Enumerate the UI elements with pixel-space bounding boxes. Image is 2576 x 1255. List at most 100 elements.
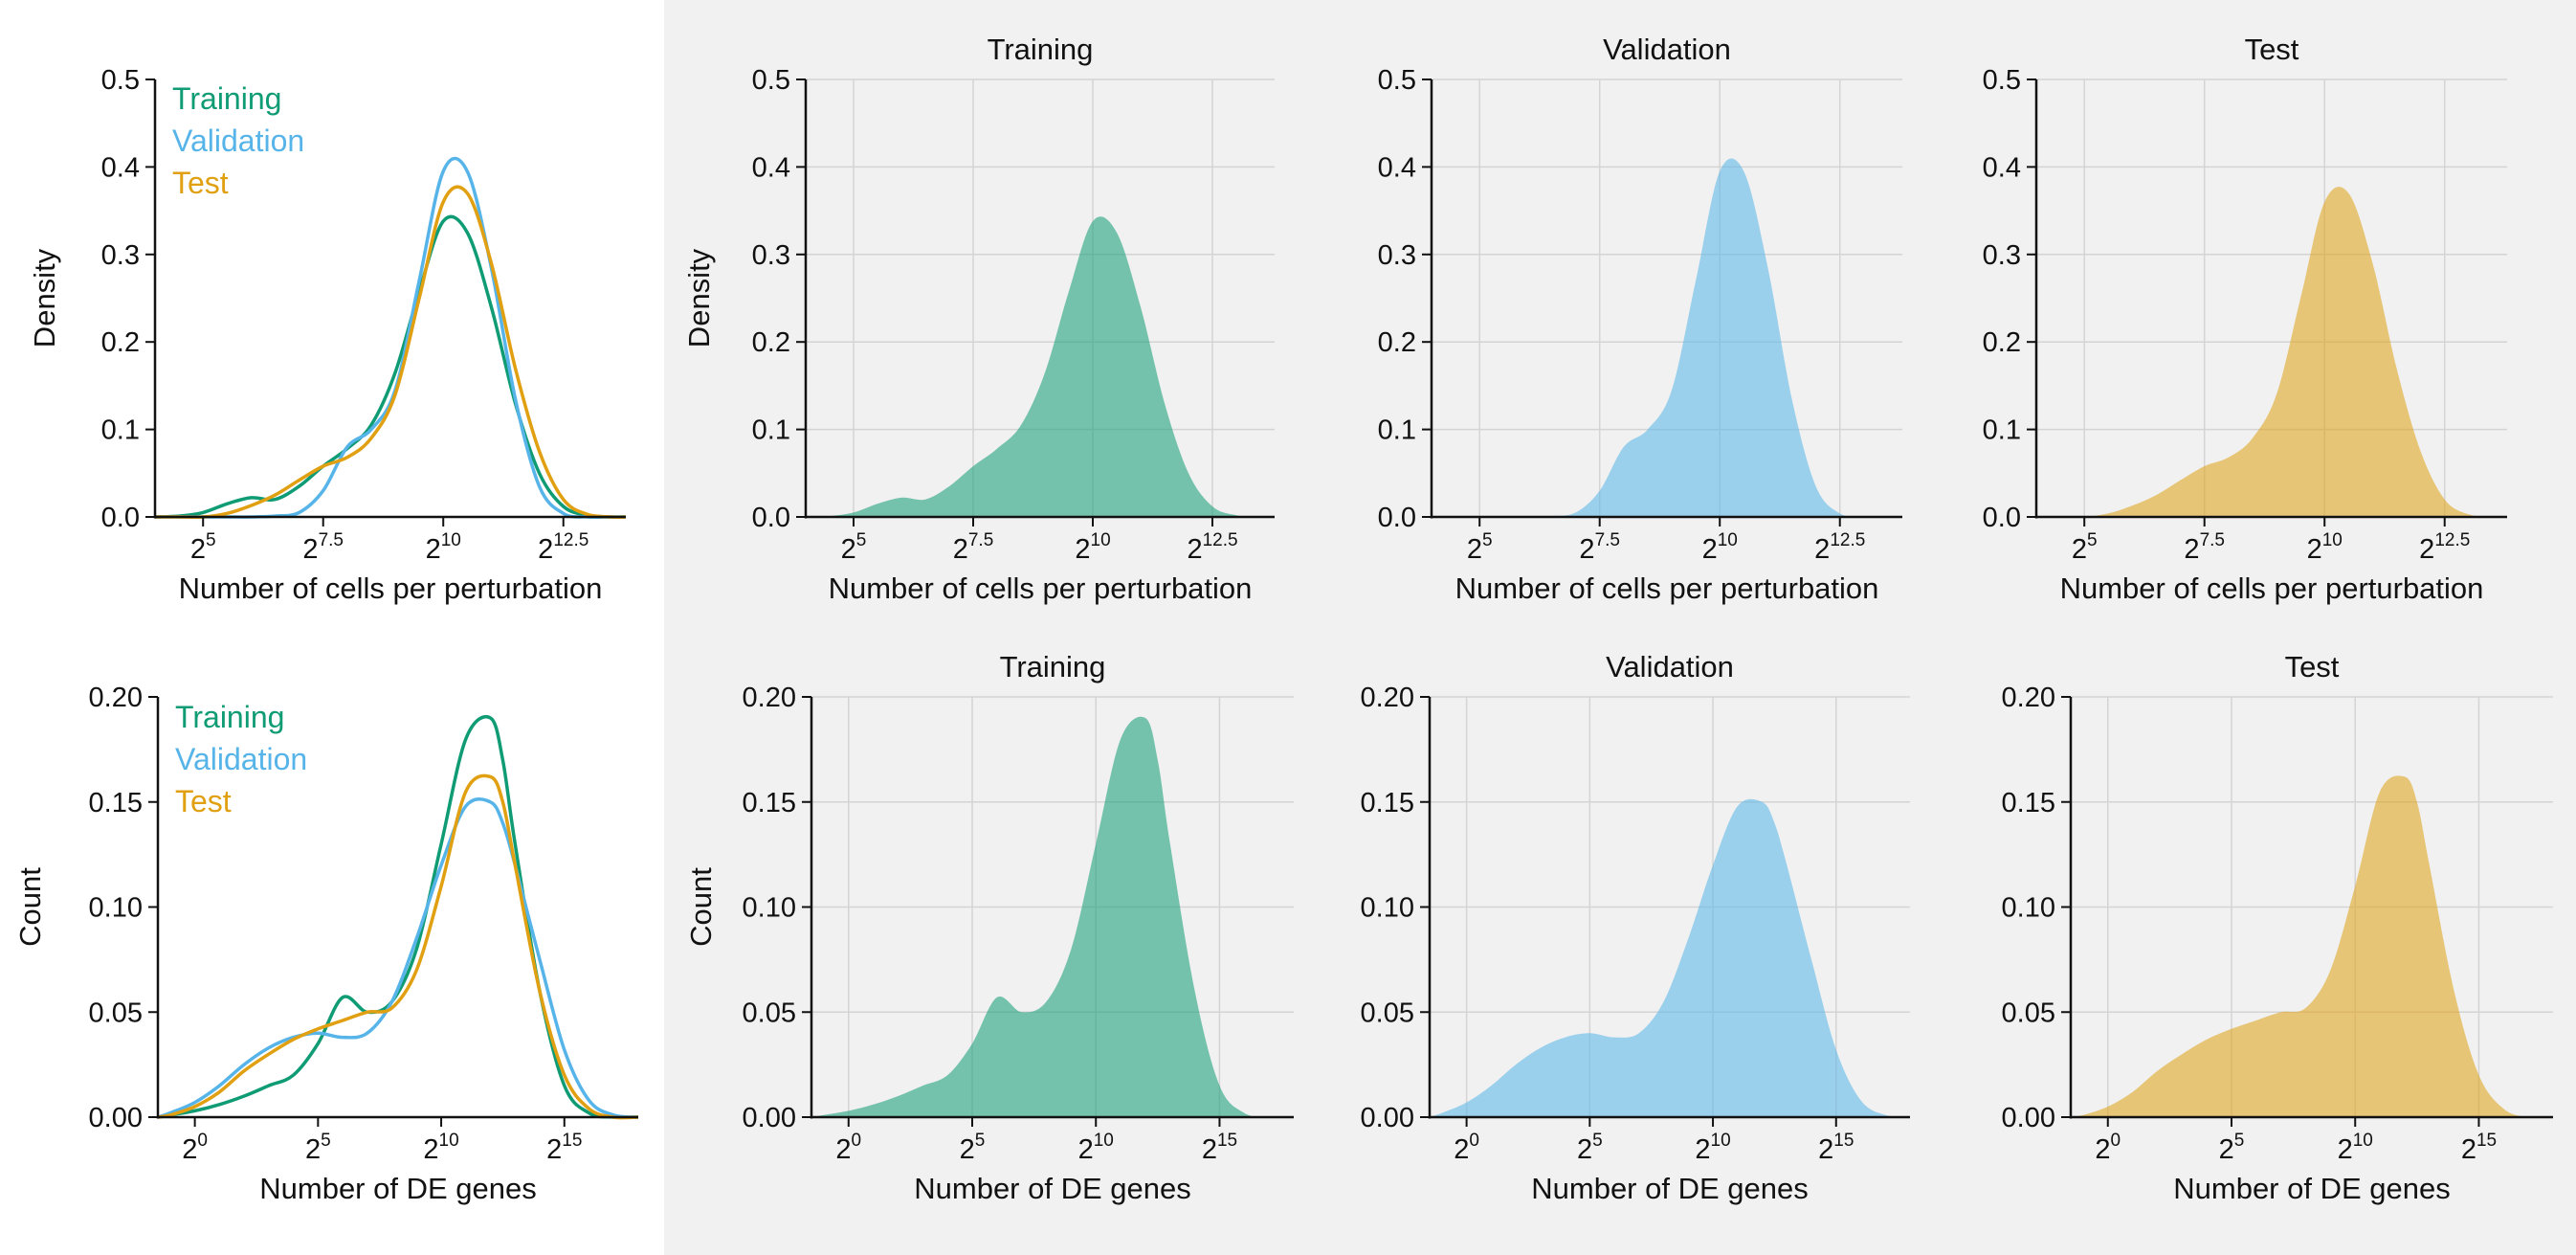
x-tick-base: 2 bbox=[2072, 534, 2087, 565]
x-tick-label: 25 bbox=[305, 1131, 331, 1165]
x-tick-base: 2 bbox=[423, 1134, 438, 1165]
x-tick-exponent: 5 bbox=[1482, 530, 1493, 550]
x-tick-exponent: 5 bbox=[975, 1131, 986, 1151]
y-tick-label: 0.15 bbox=[743, 788, 796, 818]
x-tick-label: 210 bbox=[1075, 530, 1110, 565]
x-tick-exponent: 15 bbox=[562, 1131, 582, 1151]
y-axis-label: Density bbox=[682, 248, 716, 347]
x-tick-exponent: 15 bbox=[1833, 1131, 1854, 1151]
x-tick-exponent: 0 bbox=[197, 1131, 208, 1151]
series-line-test bbox=[155, 185, 627, 520]
x-tick-base: 2 bbox=[1454, 1134, 1469, 1165]
x-axis-label: Number of DE genes bbox=[259, 1172, 536, 1205]
x-tick-base: 2 bbox=[2307, 534, 2322, 565]
y-tick-label: 0.0 bbox=[101, 503, 140, 533]
x-tick-base: 2 bbox=[2219, 1134, 2234, 1165]
x-tick-label: 25 bbox=[190, 530, 216, 565]
legend-validation: Validation bbox=[175, 742, 307, 776]
y-tick-label: 0.3 bbox=[1378, 240, 1416, 271]
x-tick-base: 2 bbox=[1814, 534, 1830, 565]
x-tick-base: 2 bbox=[1467, 534, 1482, 565]
x-tick-base: 2 bbox=[1818, 1134, 1833, 1165]
x-tick-label: 20 bbox=[1454, 1131, 1479, 1165]
y-tick-label: 0.5 bbox=[1378, 65, 1416, 96]
x-tick-base: 2 bbox=[1075, 534, 1090, 565]
x-tick-label: 25 bbox=[2072, 530, 2098, 565]
y-tick-label: 0.20 bbox=[2002, 683, 2055, 713]
y-tick-label: 0.2 bbox=[1378, 327, 1416, 358]
y-tick-label: 0.00 bbox=[743, 1103, 796, 1133]
y-tick-label: 0.20 bbox=[743, 683, 796, 713]
x-tick-exponent: 10 bbox=[439, 1131, 459, 1151]
y-tick-label: 0.3 bbox=[752, 240, 790, 271]
x-tick-base: 2 bbox=[302, 534, 318, 565]
series-area-training bbox=[806, 216, 1275, 518]
x-tick-base: 2 bbox=[305, 1134, 321, 1165]
x-tick-base: 2 bbox=[841, 534, 856, 565]
y-tick-label: 0.00 bbox=[1361, 1103, 1414, 1133]
y-axis-label: Count bbox=[13, 867, 47, 947]
series-area-validation bbox=[1432, 158, 1902, 518]
x-tick-label: 212.5 bbox=[1814, 530, 1865, 565]
series-area-training bbox=[811, 716, 1294, 1118]
y-tick-label: 0.5 bbox=[101, 65, 140, 96]
x-tick-exponent: 10 bbox=[1094, 1131, 1114, 1151]
y-tick-label: 0.05 bbox=[89, 997, 143, 1028]
panel-title: Training bbox=[988, 33, 1094, 66]
x-tick-exponent: 12.5 bbox=[2434, 530, 2470, 550]
y-tick-label: 0.15 bbox=[1361, 788, 1414, 818]
x-tick-exponent: 7.5 bbox=[1595, 530, 1620, 550]
x-tick-base: 2 bbox=[538, 534, 553, 565]
series-area-test bbox=[2036, 187, 2507, 518]
legend-training: Training bbox=[175, 700, 284, 734]
x-tick-base: 2 bbox=[2419, 534, 2434, 565]
y-tick-label: 0.2 bbox=[752, 327, 790, 358]
y-tick-label: 0.1 bbox=[101, 415, 140, 446]
x-tick-exponent: 10 bbox=[441, 530, 461, 550]
x-axis-label: Number of DE genes bbox=[1531, 1172, 1808, 1205]
x-tick-base: 2 bbox=[960, 1134, 975, 1165]
y-tick-label: 0.4 bbox=[752, 152, 790, 183]
series-line-test bbox=[157, 773, 639, 1120]
x-tick-label: 212.5 bbox=[538, 530, 588, 565]
x-tick-base: 2 bbox=[1187, 534, 1202, 565]
legend-validation: Validation bbox=[172, 123, 304, 158]
y-tick-label: 0.15 bbox=[89, 788, 143, 818]
x-tick-exponent: 0 bbox=[852, 1131, 862, 1151]
x-tick-exponent: 10 bbox=[2322, 530, 2343, 550]
x-tick-exponent: 10 bbox=[1711, 1131, 1731, 1151]
x-tick-label: 20 bbox=[835, 1131, 861, 1165]
y-tick-label: 0.2 bbox=[101, 327, 140, 358]
x-tick-label: 210 bbox=[1695, 1131, 1730, 1165]
x-tick-label: 210 bbox=[2338, 1131, 2373, 1165]
x-tick-base: 2 bbox=[2461, 1134, 2476, 1165]
y-tick-label: 0.4 bbox=[1983, 152, 2021, 183]
y-axis-label: Count bbox=[684, 867, 718, 947]
y-tick-label: 0.05 bbox=[743, 997, 796, 1028]
x-tick-exponent: 10 bbox=[1091, 530, 1111, 550]
y-tick-label: 0.20 bbox=[1361, 683, 1414, 713]
y-tick-label: 0.4 bbox=[1378, 152, 1416, 183]
y-tick-label: 0.0 bbox=[752, 503, 790, 533]
x-tick-label: 25 bbox=[2219, 1131, 2245, 1165]
y-tick-label: 0.1 bbox=[1983, 415, 2021, 446]
legend-training: Training bbox=[172, 81, 281, 116]
x-tick-base: 2 bbox=[426, 534, 441, 565]
x-tick-exponent: 0 bbox=[1469, 1131, 1479, 1151]
x-tick-exponent: 5 bbox=[206, 530, 216, 550]
y-tick-label: 0.00 bbox=[2002, 1103, 2055, 1133]
x-tick-base: 2 bbox=[2184, 534, 2199, 565]
y-tick-label: 0.5 bbox=[752, 65, 790, 96]
y-tick-label: 0.20 bbox=[89, 683, 143, 713]
x-tick-base: 2 bbox=[190, 534, 206, 565]
y-tick-label: 0.10 bbox=[1361, 893, 1414, 924]
y-tick-label: 0.1 bbox=[752, 415, 790, 446]
x-tick-label: 210 bbox=[426, 530, 461, 565]
y-tick-label: 0.10 bbox=[743, 893, 796, 924]
x-tick-exponent: 0 bbox=[2111, 1131, 2121, 1151]
